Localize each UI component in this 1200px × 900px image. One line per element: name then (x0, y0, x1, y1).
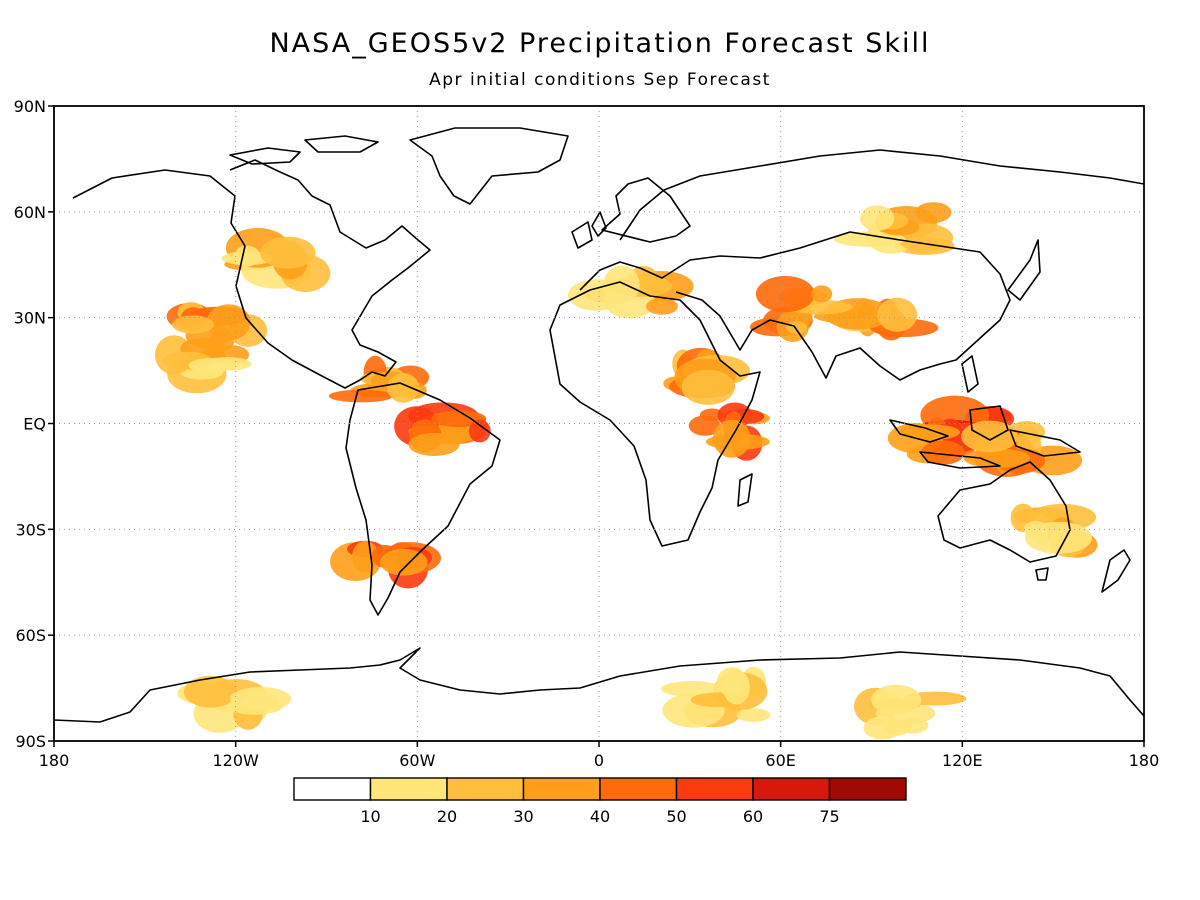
colorbar-swatch (599, 777, 678, 801)
lat-label: 90N (14, 97, 46, 116)
colorbar-swatch (828, 777, 907, 801)
map-title: NASA_GEOS5v2 Precipitation Forecast Skil… (269, 28, 931, 59)
skill-patch (188, 358, 235, 373)
skill-patch (716, 667, 748, 697)
skill-patch (387, 373, 420, 403)
gridlines (54, 106, 1144, 741)
skill-patch (603, 265, 640, 304)
skill-patch (961, 420, 1018, 453)
skill-patch (860, 205, 895, 232)
skill-field (154, 202, 1098, 740)
skill-patch (229, 686, 292, 711)
lon-label: 180 (39, 751, 70, 770)
colorbar-swatch (752, 777, 831, 801)
lon-label: 60E (765, 751, 795, 770)
skill-patch (681, 369, 735, 405)
skill-patch (233, 245, 261, 267)
lon-label: 120E (942, 751, 983, 770)
lat-label: 30S (15, 520, 46, 539)
lon-label: 60W (399, 751, 435, 770)
colorbar-tick-label: 30 (513, 807, 533, 826)
colorbar: 10 20 30 40 50 60 75 (293, 777, 907, 826)
skill-patch (646, 297, 679, 315)
map-subtitle: Apr initial conditions Sep Forecast (429, 70, 771, 90)
lat-label: 60N (14, 203, 46, 222)
skill-patch (661, 681, 723, 697)
colorbar-swatch (522, 777, 601, 801)
skill-patch (811, 285, 833, 303)
skill-patch (882, 718, 912, 736)
skill-patch (468, 419, 491, 443)
colorbar-tick-label: 10 (360, 807, 380, 826)
skill-patch (877, 297, 918, 332)
skill-patch (901, 424, 960, 441)
coastlines (54, 127, 1144, 723)
skill-patch (206, 304, 251, 341)
lon-label: 120W (212, 751, 259, 770)
colorbar-tick-label: 75 (819, 807, 839, 826)
colorbar-swatch (446, 777, 525, 801)
lon-label: 180 (1129, 751, 1160, 770)
colorbar-swatch (293, 777, 372, 801)
skill-patch (963, 448, 1030, 468)
skill-patch (1024, 521, 1093, 554)
skill-patch (755, 275, 815, 313)
colorbar-swatch (369, 777, 448, 801)
skill-patch (408, 432, 460, 456)
skill-patch (260, 236, 316, 269)
skill-patch (172, 315, 214, 334)
skill-patch (380, 548, 428, 576)
colorbar-tick-label: 60 (743, 807, 763, 826)
skill-patch (736, 708, 771, 722)
skill-patch (834, 231, 906, 247)
lon-label: 0 (594, 751, 604, 770)
skill-patch (183, 675, 238, 708)
skill-patch (871, 684, 922, 715)
skill-patch (328, 389, 394, 403)
lat-label: 30N (14, 309, 46, 328)
colorbar-swatch (675, 777, 754, 801)
lat-label: EQ (23, 415, 46, 434)
skill-patch (921, 440, 965, 465)
skill-patch (786, 321, 807, 334)
colorbar-tick-label: 20 (437, 807, 457, 826)
skill-patch (688, 415, 721, 436)
colorbar-tick-label: 40 (590, 807, 610, 826)
lat-label: 90S (15, 732, 46, 751)
lat-label: 60S (15, 626, 46, 645)
skill-patch (713, 419, 751, 458)
axis-ticks (48, 105, 1145, 747)
colorbar-tick-label: 50 (666, 807, 686, 826)
